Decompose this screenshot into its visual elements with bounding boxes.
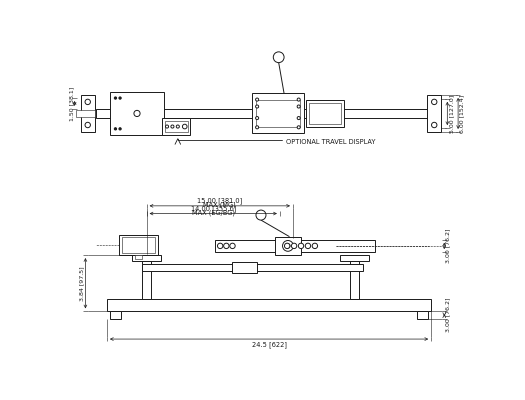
Text: MAX (MG): MAX (MG) — [203, 201, 236, 208]
Bar — [350, 260, 359, 299]
Circle shape — [165, 125, 169, 128]
Circle shape — [119, 97, 121, 99]
Bar — [427, 95, 441, 132]
Circle shape — [432, 99, 437, 104]
Bar — [76, 110, 94, 117]
Text: 3.00 [76.2]: 3.00 [76.2] — [446, 229, 451, 263]
Bar — [107, 299, 431, 311]
Bar — [233, 262, 257, 273]
Circle shape — [291, 243, 297, 248]
Text: 24.5 [622]: 24.5 [622] — [251, 341, 287, 348]
Circle shape — [256, 210, 266, 220]
Circle shape — [297, 126, 300, 129]
Bar — [309, 103, 341, 124]
Bar — [306, 100, 344, 127]
Circle shape — [114, 97, 117, 99]
Circle shape — [256, 105, 259, 108]
Text: 14.00 [355.6]: 14.00 [355.6] — [191, 206, 236, 212]
Bar — [165, 121, 188, 132]
Bar — [215, 240, 375, 252]
Text: MAX (EG/BG): MAX (EG/BG) — [192, 210, 235, 216]
Circle shape — [85, 99, 90, 104]
Circle shape — [286, 244, 290, 248]
Bar — [119, 235, 158, 255]
Circle shape — [256, 126, 259, 129]
Circle shape — [176, 125, 180, 128]
Circle shape — [256, 98, 259, 101]
Circle shape — [85, 122, 90, 128]
Text: 3.84 [97.5]: 3.84 [97.5] — [79, 266, 84, 300]
Circle shape — [256, 116, 259, 120]
Circle shape — [171, 125, 174, 128]
Bar — [96, 109, 437, 118]
Bar — [110, 92, 164, 135]
Circle shape — [119, 128, 121, 130]
Bar — [142, 260, 151, 299]
Bar — [132, 255, 161, 260]
Circle shape — [217, 243, 223, 248]
Circle shape — [224, 243, 229, 248]
Circle shape — [298, 243, 303, 248]
Circle shape — [183, 124, 187, 129]
Bar — [252, 94, 304, 134]
Circle shape — [134, 110, 140, 116]
Bar — [135, 255, 142, 259]
Text: 1.50 [38.1]: 1.50 [38.1] — [69, 86, 74, 120]
Circle shape — [230, 243, 235, 248]
Text: 6.00 [152.4]: 6.00 [152.4] — [460, 94, 465, 132]
Bar — [340, 255, 369, 260]
Bar — [162, 118, 190, 135]
Text: 5.00 [127.0]: 5.00 [127.0] — [449, 94, 454, 132]
Bar — [417, 311, 428, 319]
Circle shape — [114, 128, 117, 130]
Bar — [275, 237, 301, 255]
Circle shape — [285, 243, 290, 248]
Bar — [122, 238, 155, 253]
Circle shape — [297, 116, 300, 120]
Bar — [256, 100, 300, 127]
Circle shape — [274, 52, 284, 63]
Circle shape — [305, 243, 311, 248]
Text: 3.00 [76.2]: 3.00 [76.2] — [446, 298, 451, 332]
Text: 15.00 [381.0]: 15.00 [381.0] — [197, 197, 243, 204]
Text: OPTIONAL TRAVEL DISPLAY: OPTIONAL TRAVEL DISPLAY — [287, 139, 376, 145]
Bar — [142, 264, 363, 270]
Circle shape — [297, 98, 300, 101]
Bar — [81, 95, 94, 132]
Bar — [110, 311, 121, 319]
Circle shape — [432, 122, 437, 128]
Circle shape — [312, 243, 318, 248]
Circle shape — [297, 105, 300, 108]
Circle shape — [282, 240, 293, 251]
